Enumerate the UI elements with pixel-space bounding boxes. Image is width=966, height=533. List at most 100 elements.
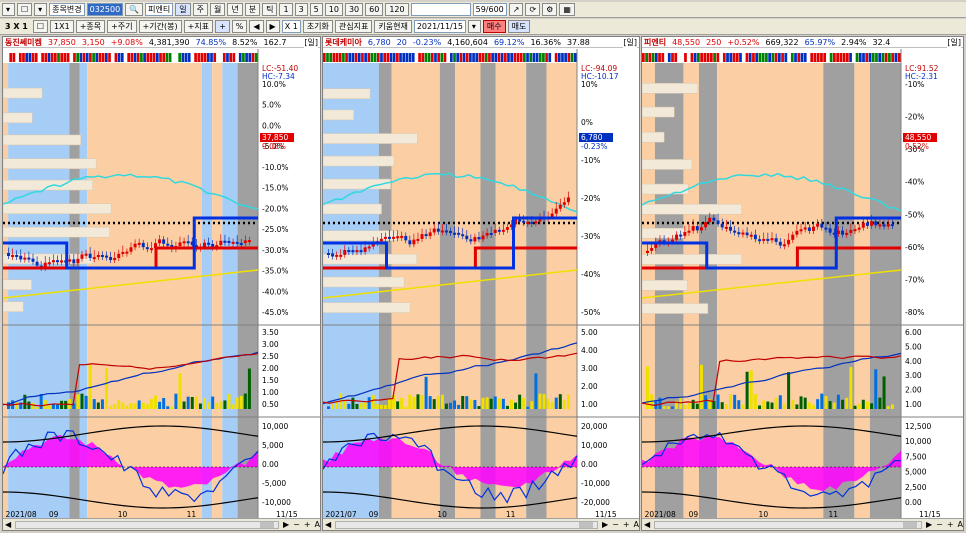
sell-button[interactable]: 매도 (507, 20, 531, 33)
candle-body (691, 226, 695, 231)
settings-icon[interactable]: ⚙ (542, 3, 558, 16)
zoom-plus-icon[interactable]: + (622, 520, 630, 529)
signal-stripe-tick (254, 53, 258, 62)
period-week[interactable]: 주 (192, 3, 208, 16)
data-count-field[interactable]: 59/600 (472, 3, 507, 16)
arrow-left-icon[interactable]: ◀ (249, 20, 264, 33)
minute-60[interactable]: 60 (365, 3, 384, 16)
volume-bar (51, 404, 55, 409)
price-box-rate: -0.23% (581, 142, 608, 151)
scroll-left-icon[interactable]: ◀ (644, 520, 651, 529)
candle-body (485, 232, 489, 236)
x-axis-end-label: 11/15 (276, 510, 298, 519)
refresh-icon[interactable]: ⟳ (525, 3, 541, 16)
period-day[interactable]: 일 (175, 3, 191, 16)
signal-stripe-tick (488, 53, 491, 62)
period-month[interactable]: 월 (209, 3, 226, 16)
signal-stripe-tick (674, 53, 678, 62)
font-a-icon[interactable]: A (314, 520, 320, 529)
kiwoom-current-button[interactable]: 키움현재 (374, 20, 412, 33)
search-icon[interactable]: 🔍 (125, 3, 144, 16)
signal-stripe-tick (238, 53, 242, 62)
single-view-icon[interactable]: ☐ (32, 20, 49, 33)
period-year[interactable]: 년 (227, 3, 243, 16)
trendline-icon[interactable]: ↗ (508, 3, 524, 16)
volume-bar (708, 399, 712, 409)
favorite-indicator-button[interactable]: 관심지표 (334, 20, 373, 33)
minute-30[interactable]: 30 (344, 3, 364, 16)
signal-stripe-tick (836, 53, 839, 62)
chart-panel-1[interactable]: 동진쎄미켐 37,850 3,150 +9.08% 4,381,390 74.8… (2, 36, 321, 531)
scrollbar[interactable] (654, 520, 922, 529)
candle-body (857, 227, 861, 230)
chart-canvas[interactable]: -10% -20% -30% -40% -50% -60% -70% -80% LC:91.52… (642, 49, 963, 519)
minute-120[interactable]: 120 (385, 3, 409, 16)
prev-icon[interactable]: ▾ (34, 3, 48, 16)
window-menu-icon[interactable]: ▾ (2, 3, 15, 16)
candle-body (820, 223, 824, 228)
minute-5[interactable]: 5 (309, 3, 323, 16)
chart-canvas[interactable]: 10% 0% -10% -20% -30% -40% -50% LC:-94.09HC:-10… (323, 49, 639, 519)
x-axis-label: 2021/08 (6, 510, 37, 519)
period-tick[interactable]: 틱 (262, 3, 278, 16)
scroll-left-icon[interactable]: ◀ (5, 520, 12, 529)
stock-code-input[interactable]: 032500 (86, 3, 124, 16)
arrow-right-icon[interactable]: ▶ (265, 20, 280, 33)
add-stock-button[interactable]: +종목 (75, 20, 106, 33)
zoom-minus-icon[interactable]: − (293, 520, 300, 529)
x-axis-label: 2021/08 (645, 510, 676, 519)
zoom-plus-icon[interactable]: + (946, 520, 954, 529)
volume-bar (133, 403, 137, 409)
grid-icon[interactable]: ▦ (559, 3, 575, 16)
signal-stripe-tick (771, 53, 775, 62)
volume-bar (428, 396, 432, 409)
percent-button[interactable]: % (231, 20, 248, 33)
add-period-bars-button[interactable]: +기간(봉) (138, 20, 182, 33)
period-badge[interactable]: [일] (304, 37, 318, 48)
minute-1[interactable]: 1 (279, 3, 293, 16)
volume-bar (546, 398, 550, 409)
scroll-right-icon[interactable]: ▶ (925, 520, 933, 529)
oscillator-tick-label: 0.00 (581, 460, 598, 469)
chart-panel-2[interactable]: 롯데케미아 6,780 20 -0.23% 4,160,604 69.12% 1… (322, 36, 640, 531)
font-a-icon[interactable]: A (633, 520, 639, 529)
stock-name-field[interactable]: 피엔티 (145, 3, 174, 16)
zoom-field[interactable]: X 1 (281, 20, 301, 33)
font-a-icon[interactable]: A (957, 520, 963, 529)
minute-3[interactable]: 3 (294, 3, 308, 16)
zoom-minus-icon[interactable]: − (612, 520, 619, 529)
lock-icon[interactable]: ☐ (17, 3, 33, 16)
chart-panel-3[interactable]: 피엔티 48,550 250 +0.52% 669,322 65.97% 2.9… (641, 36, 964, 531)
scroll-left-icon[interactable]: ◀ (325, 520, 332, 529)
y-tick-label: -20% (905, 113, 924, 122)
zoom-in-icon[interactable]: + (215, 20, 230, 33)
layout-1x1-button[interactable]: 1X1 (50, 20, 74, 33)
signal-stripe-tick (332, 53, 336, 62)
period-minute[interactable]: 분 (244, 3, 261, 16)
chart-canvas[interactable]: 10.0% 5.0% 0.0% -5.0% -10.0% -15.0% -20.0% -25.… (3, 49, 320, 519)
date-field[interactable]: 2021/11/15 (413, 20, 466, 33)
signal-stripe-tick (545, 53, 548, 62)
calendar-icon[interactable]: ▾ (467, 20, 481, 33)
candle-body (178, 242, 182, 247)
add-indicator-button[interactable]: +지표 (183, 20, 214, 33)
minute-10[interactable]: 10 (324, 3, 343, 16)
scroll-right-icon[interactable]: ▶ (601, 520, 609, 529)
signal-stripe-tick (386, 53, 390, 62)
scrollbar[interactable] (15, 520, 279, 529)
panel-footer: ◀ ▶ − + A (642, 518, 963, 530)
reset-button[interactable]: 초기화 (302, 20, 333, 33)
zoom-minus-icon[interactable]: − (936, 520, 943, 529)
signal-stripe-tick (845, 53, 849, 62)
candle-body (367, 246, 371, 249)
zoom-plus-icon[interactable]: + (303, 520, 311, 529)
scrollbar[interactable] (335, 520, 598, 529)
period-badge[interactable]: [일] (947, 37, 961, 48)
period-badge[interactable]: [일] (623, 37, 637, 48)
add-period-button[interactable]: +주기 (107, 20, 137, 33)
custom-period-input[interactable] (410, 3, 471, 16)
stock-change-field[interactable]: 종목변경 (49, 3, 85, 16)
buy-button[interactable]: 매수 (482, 20, 506, 33)
scroll-right-icon[interactable]: ▶ (282, 520, 290, 529)
volume-bar (566, 394, 570, 409)
